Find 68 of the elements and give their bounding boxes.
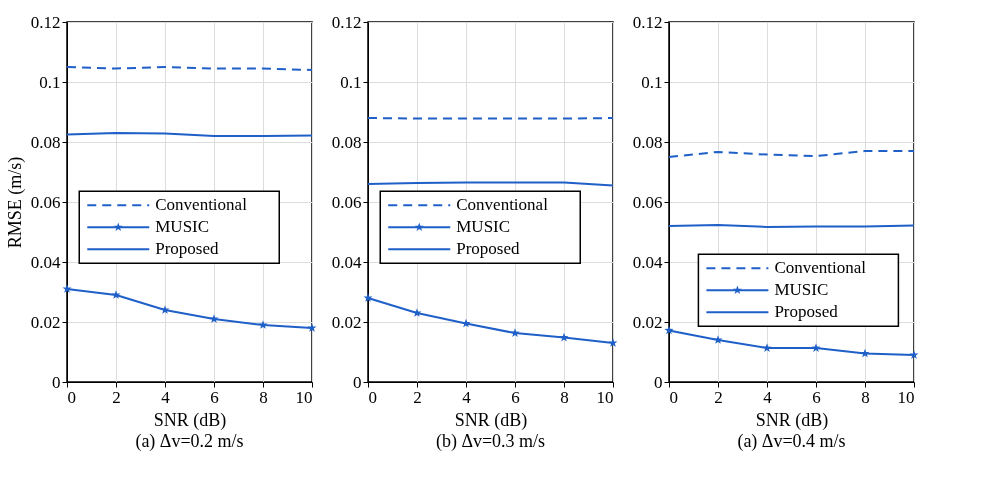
x-tick-label: 2 bbox=[413, 387, 422, 407]
y-tick-label: 0.1 bbox=[641, 72, 663, 92]
x-tick-label: 0 bbox=[669, 387, 678, 407]
point bbox=[111, 290, 121, 299]
point bbox=[559, 332, 569, 342]
y-tick-label: 0 bbox=[654, 372, 663, 392]
text: (a) Δv=0.4 m/s bbox=[737, 431, 846, 452]
x-tick-label: 10 bbox=[596, 387, 614, 407]
x-tick-label: 0 bbox=[368, 387, 377, 407]
legend-label: MUSIC bbox=[155, 217, 210, 237]
y-axis-title: RMSE (m/s) bbox=[4, 156, 26, 249]
x-tick-label: 10 bbox=[295, 387, 313, 407]
legend-label: Conventional bbox=[774, 258, 867, 278]
legend-label: Conventional bbox=[155, 195, 248, 215]
point bbox=[909, 350, 919, 359]
legend-label: Proposed bbox=[155, 239, 220, 259]
y-tick-label: 0.08 bbox=[331, 132, 362, 152]
point bbox=[608, 338, 618, 347]
y-tick-label: 0.06 bbox=[30, 192, 61, 212]
x-axis-title: SNR (dB) bbox=[153, 409, 227, 431]
y-tick-label: 0 bbox=[52, 372, 61, 392]
y-tick-label: 0.08 bbox=[30, 132, 61, 152]
x-tick-label: 8 bbox=[259, 387, 268, 407]
x-axis-title: SNR (dB) bbox=[454, 409, 528, 431]
x-tick-label: 0 bbox=[67, 387, 76, 407]
point bbox=[62, 284, 72, 293]
point bbox=[363, 293, 373, 302]
y-tick-label: 0.04 bbox=[632, 252, 663, 272]
point bbox=[664, 325, 674, 335]
y-tick-label: 0.12 bbox=[632, 12, 663, 32]
x-tick-label: 6 bbox=[812, 387, 821, 407]
y-tick-label: 0 bbox=[353, 372, 362, 392]
text: (b) Δv=0.3 m/s bbox=[435, 431, 546, 452]
point bbox=[307, 323, 317, 332]
x-tick-label: 2 bbox=[714, 387, 723, 407]
y-tick-label: 0.1 bbox=[340, 72, 362, 92]
line-series bbox=[668, 150, 915, 158]
x-tick-label: 4 bbox=[161, 387, 171, 407]
y-tick-label: 0.08 bbox=[632, 132, 663, 152]
legend-label: MUSIC bbox=[774, 280, 829, 300]
point bbox=[209, 314, 219, 323]
legend-label: Proposed bbox=[774, 302, 839, 322]
y-tick-label: 0.02 bbox=[331, 312, 362, 332]
y-tick-label: 0.12 bbox=[331, 12, 362, 32]
x-tick-label: 4 bbox=[763, 387, 773, 407]
y-tick-label: 0.12 bbox=[30, 12, 61, 32]
y-tick-label: 0.1 bbox=[39, 72, 61, 92]
y-tick-label: 0.04 bbox=[331, 252, 362, 272]
y-tick-label: 0.02 bbox=[30, 312, 61, 332]
x-tick-label: 10 bbox=[897, 387, 915, 407]
y-tick-label: 0.06 bbox=[331, 192, 362, 212]
y-tick-label: 0.06 bbox=[632, 192, 663, 212]
legend-label: Conventional bbox=[456, 195, 549, 215]
legend-label: Proposed bbox=[456, 239, 521, 259]
x-tick-label: 4 bbox=[462, 387, 472, 407]
legend-label: MUSIC bbox=[456, 217, 511, 237]
point bbox=[860, 348, 870, 358]
y-tick-label: 0.02 bbox=[632, 312, 663, 332]
x-tick-label: 2 bbox=[112, 387, 121, 407]
x-tick-label: 8 bbox=[560, 387, 569, 407]
x-tick-label: 8 bbox=[861, 387, 870, 407]
x-axis-title: SNR (dB) bbox=[755, 409, 829, 431]
y-tick-label: 0.04 bbox=[30, 252, 61, 272]
text: (a) Δv=0.2 m/s bbox=[135, 431, 244, 452]
point bbox=[713, 335, 723, 344]
point bbox=[258, 320, 268, 329]
x-tick-label: 6 bbox=[511, 387, 520, 407]
x-tick-label: 6 bbox=[210, 387, 219, 407]
